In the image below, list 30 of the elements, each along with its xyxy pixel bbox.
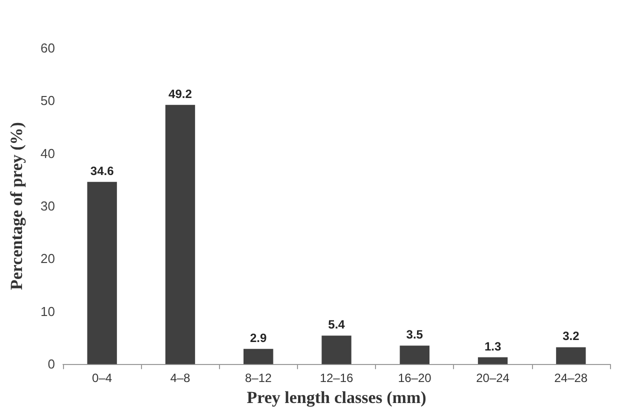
y-tick-label: 0: [48, 356, 55, 372]
y-tick-label: 40: [40, 146, 55, 161]
bar: [322, 336, 352, 364]
y-axis-title: Percentage of prey (%): [7, 122, 26, 290]
data-label: 2.9: [250, 330, 268, 345]
bar: [556, 347, 586, 364]
data-label: 34.6: [90, 164, 114, 178]
bar: [478, 357, 508, 364]
x-tick-label: 20–24: [476, 371, 510, 386]
x-tick-label: 8–12: [245, 371, 272, 386]
bar: [244, 348, 274, 364]
data-label: 3.5: [406, 328, 424, 342]
data-label: 1.3: [484, 339, 502, 354]
x-axis-title: Prey length classes (mm): [246, 388, 426, 407]
data-label: 49.2: [168, 86, 192, 101]
data-label: 5.4: [328, 318, 346, 332]
bar: [400, 346, 430, 364]
x-tick-label: 24–28: [554, 371, 588, 386]
x-tick-label: 0–4: [92, 371, 112, 386]
data-label: 3.2: [562, 329, 580, 344]
y-tick-label: 30: [40, 198, 55, 214]
y-tick-label: 60: [40, 40, 55, 56]
x-tick-label: 16–20: [398, 371, 432, 386]
x-tick-label: 12–16: [320, 371, 354, 386]
y-tick-label: 10: [40, 304, 55, 319]
x-tick-label: 4–8: [170, 371, 191, 386]
bar: [165, 104, 196, 364]
y-tick-label: 20: [40, 251, 55, 266]
bar: [87, 182, 117, 364]
y-tick-label: 50: [40, 93, 55, 108]
